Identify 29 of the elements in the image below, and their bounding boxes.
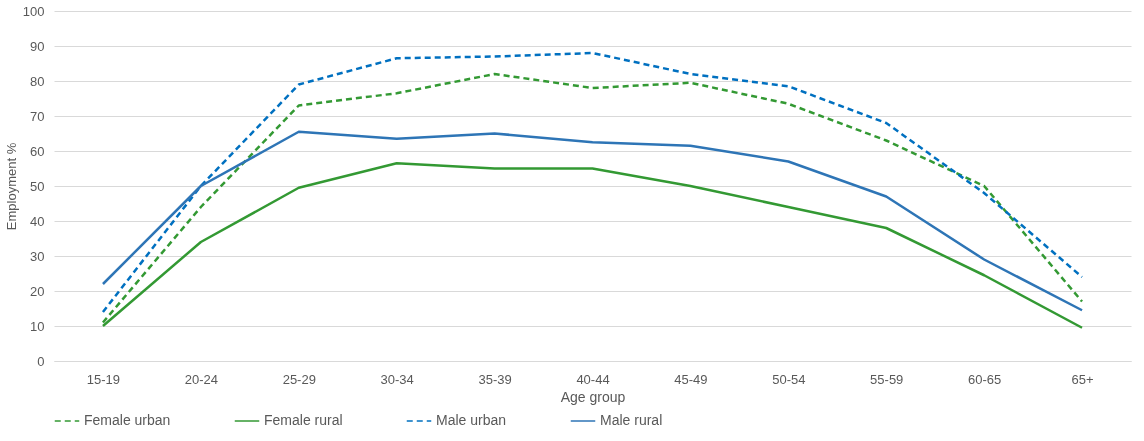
x-tick-label: 65+: [1071, 371, 1094, 387]
line-series: [101, 130, 1084, 312]
y-tick-label: 20: [30, 283, 45, 299]
y-tick-label: 90: [30, 38, 45, 54]
legend-label: Male rural: [600, 412, 663, 428]
x-tick-label: 50-54: [772, 371, 806, 387]
x-axis-title: Age group: [560, 388, 626, 405]
x-tick-label: 45-49: [674, 371, 708, 387]
y-tick-label: 30: [30, 248, 45, 264]
x-tick-label: 60-65: [968, 371, 1002, 387]
x-tick-label: 55-59: [870, 371, 904, 387]
y-axis-title: Employment %: [3, 142, 19, 231]
x-tick-label: 20-24: [184, 371, 218, 387]
y-tick-label: 60: [30, 143, 45, 159]
legend-label: Female urban: [84, 412, 171, 428]
y-tick-label: 100: [22, 3, 45, 19]
y-tick-label: 10: [30, 318, 45, 334]
x-tick-label: 30-34: [380, 371, 414, 387]
legend-label: Female rural: [264, 412, 343, 428]
y-tick-label: 80: [30, 73, 45, 89]
x-tick-label: 15-19: [86, 371, 121, 387]
legend-label: Male urban: [436, 412, 507, 428]
y-tick-label: 70: [30, 108, 45, 124]
x-tick-label: 40-44: [576, 371, 610, 387]
x-tick-label: 25-29: [282, 371, 316, 387]
x-tick-label: 35-39: [478, 371, 512, 387]
y-tick-label: 40: [30, 213, 45, 229]
y-tick-label: 50: [30, 178, 45, 194]
y-tick-label: 0: [37, 353, 45, 369]
